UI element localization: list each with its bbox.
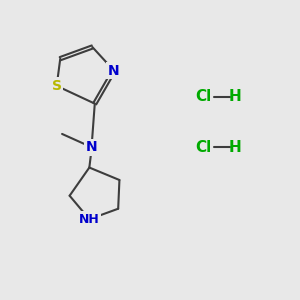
Text: N: N [108,64,120,77]
Text: H: H [228,89,241,104]
Text: N: N [86,140,98,154]
Text: S: S [52,79,62,93]
Text: H: H [228,140,241,154]
Text: NH: NH [79,213,100,226]
Text: Cl: Cl [195,140,212,154]
Text: Cl: Cl [195,89,212,104]
